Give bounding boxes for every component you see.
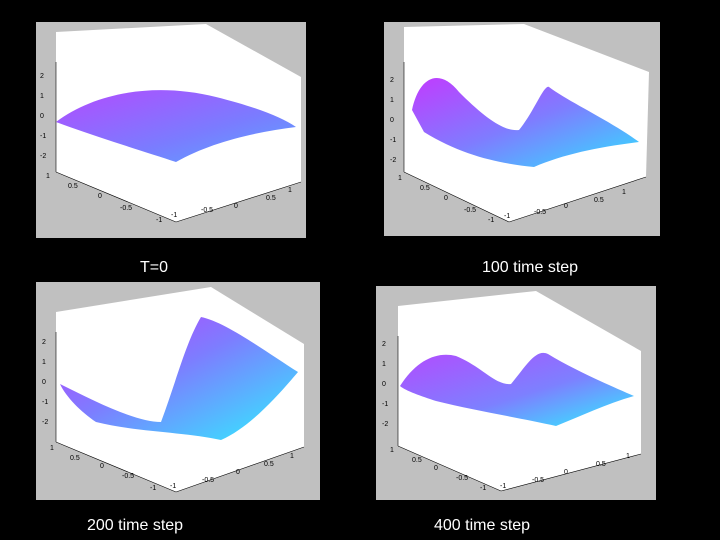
z-tick-labels: 2 1 0 -1 -2 — [40, 73, 46, 160]
x-tick: 0.5 — [412, 457, 422, 464]
z-tick: -1 — [40, 133, 46, 140]
y-tick: 0 — [564, 469, 568, 476]
x-tick: 0.5 — [70, 455, 80, 462]
x-tick: 1 — [46, 173, 50, 180]
y-tick: 0.5 — [264, 461, 274, 468]
x-tick: 0.5 — [420, 185, 430, 192]
x-tick: 1 — [390, 447, 394, 454]
y-tick-labels: -1 -0.5 0 0.5 1 — [170, 453, 294, 490]
y-tick-labels: -1 -0.5 0 0.5 1 — [504, 189, 626, 220]
y-tick: 0.5 — [266, 195, 276, 202]
z-tick-labels: 2 1 0 -1 -2 — [390, 77, 396, 164]
x-tick: 1 — [50, 445, 54, 452]
z-tick: 2 — [42, 339, 46, 346]
surface-plot-100-graphic: 2 1 0 -1 -2 1 0.5 0 -0.5 -1 -1 -0.5 0 0.… — [390, 24, 649, 224]
z-tick: 1 — [390, 97, 394, 104]
surface-plot-400: 2 1 0 -1 -2 1 0.5 0 -0.5 -1 -1 -0.5 0 0.… — [376, 286, 656, 500]
z-tick: 2 — [382, 341, 386, 348]
x-tick: 0 — [100, 463, 104, 470]
z-tick: 1 — [40, 93, 44, 100]
x-tick: 0 — [444, 195, 448, 202]
z-tick: -2 — [382, 421, 388, 428]
x-tick: -0.5 — [464, 207, 476, 214]
z-tick: -2 — [390, 157, 396, 164]
y-tick: -1 — [504, 213, 510, 220]
y-tick: 0.5 — [596, 461, 606, 468]
surface — [60, 317, 298, 440]
y-tick: -0.5 — [201, 207, 213, 214]
z-tick: -1 — [42, 399, 48, 406]
y-tick: -1 — [500, 483, 506, 490]
y-tick: -1 — [171, 212, 177, 219]
caption-200: 200 time step — [87, 517, 184, 534]
z-tick: 1 — [42, 359, 46, 366]
y-tick: 0 — [234, 203, 238, 210]
y-tick: 1 — [288, 187, 292, 194]
surface — [56, 90, 296, 162]
y-tick: -1 — [170, 483, 176, 490]
z-tick: 0 — [42, 379, 46, 386]
y-tick: 1 — [290, 453, 294, 460]
x-tick: -1 — [488, 217, 494, 224]
x-tick: -0.5 — [456, 475, 468, 482]
y-tick: 0 — [564, 203, 568, 210]
y-tick: 0.5 — [594, 197, 604, 204]
x-tick: -0.5 — [120, 205, 132, 212]
x-tick: -1 — [156, 217, 162, 224]
z-tick: 0 — [390, 117, 394, 124]
surface-plot-100: 2 1 0 -1 -2 1 0.5 0 -0.5 -1 -1 -0.5 0 0.… — [384, 22, 660, 236]
caption-100: 100 time step — [482, 259, 579, 276]
surface-plot-200-graphic: 2 1 0 -1 -2 1 0.5 0 -0.5 -1 -1 -0.5 0 0.… — [42, 287, 305, 493]
x-tick-labels: 1 0.5 0 -0.5 -1 — [46, 173, 162, 224]
surface-plot-t0: 2 1 0 -1 -2 1 0.5 0 -0.5 -1 -1 -0.5 0 0.… — [36, 22, 306, 238]
z-tick: 2 — [40, 73, 44, 80]
x-tick-labels: 1 0.5 0 -0.5 -1 — [398, 175, 494, 224]
z-tick: 0 — [382, 381, 386, 388]
z-tick-labels: 2 1 0 -1 -2 — [382, 341, 388, 428]
z-tick: -1 — [390, 137, 396, 144]
y-tick: 1 — [626, 453, 630, 460]
x-tick: 0 — [434, 465, 438, 472]
surface — [412, 78, 639, 167]
caption-t0: T=0 — [140, 259, 169, 276]
caption-400: 400 time step — [434, 517, 531, 534]
x-tick: -1 — [480, 485, 486, 492]
y-tick: 0 — [236, 469, 240, 476]
z-tick: 2 — [390, 77, 394, 84]
x-tick: 0.5 — [68, 183, 78, 190]
y-tick: -0.5 — [534, 209, 546, 216]
surface-plot-400-graphic: 2 1 0 -1 -2 1 0.5 0 -0.5 -1 -1 -0.5 0 0.… — [382, 291, 642, 492]
x-tick-labels: 1 0.5 0 -0.5 -1 — [390, 447, 486, 492]
x-tick-labels: 1 0.5 0 -0.5 -1 — [50, 445, 156, 492]
surface-plot-t0-graphic: 2 1 0 -1 -2 1 0.5 0 -0.5 -1 -1 -0.5 0 0.… — [40, 24, 302, 224]
y-tick-labels: -1 -0.5 0 0.5 1 — [171, 187, 292, 219]
z-tick: 1 — [382, 361, 386, 368]
surface — [400, 352, 634, 426]
y-tick: -0.5 — [532, 477, 544, 484]
y-tick: -0.5 — [202, 477, 214, 484]
z-tick: -2 — [40, 153, 46, 160]
x-tick: -1 — [150, 485, 156, 492]
z-tick: 0 — [40, 113, 44, 120]
z-tick: -1 — [382, 401, 388, 408]
x-tick: 0 — [98, 193, 102, 200]
y-tick-labels: -1 -0.5 0 0.5 1 — [500, 453, 630, 490]
x-tick: 1 — [398, 175, 402, 182]
x-tick: -0.5 — [122, 473, 134, 480]
y-tick: 1 — [622, 189, 626, 196]
surface-plot-200: 2 1 0 -1 -2 1 0.5 0 -0.5 -1 -1 -0.5 0 0.… — [36, 282, 320, 500]
z-tick: -2 — [42, 419, 48, 426]
z-tick-labels: 2 1 0 -1 -2 — [42, 339, 48, 426]
